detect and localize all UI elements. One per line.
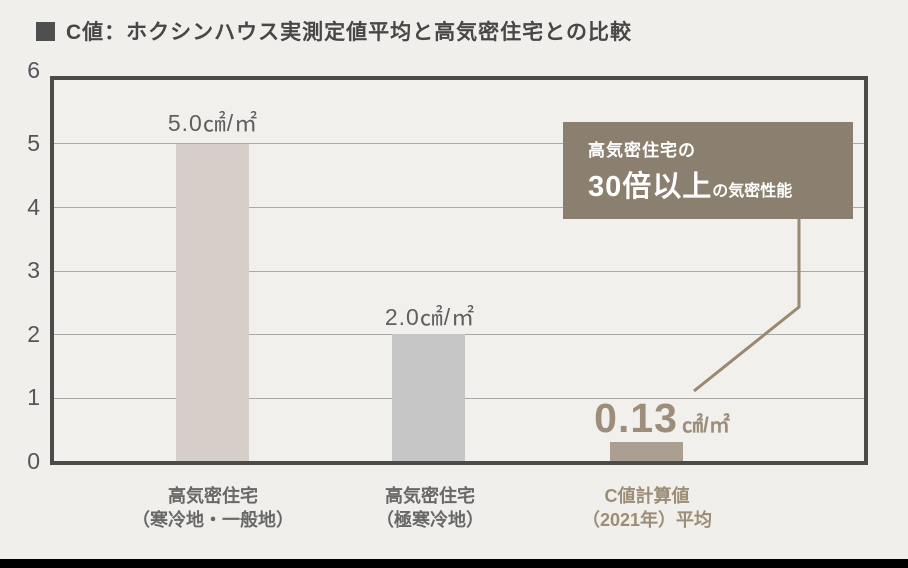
title-square-icon xyxy=(36,21,55,41)
x-axis-label-line2: （寒冷地・一般地） xyxy=(132,510,294,530)
bar-value-number: 0.13 xyxy=(594,395,678,441)
x-axis-label-line1: 高気密住宅 xyxy=(168,486,258,506)
gridline xyxy=(54,271,864,272)
page-title: C値：ホクシンハウス実測定値平均と高気密住宅との比較 xyxy=(36,16,632,46)
callout-suffix-text: の気密性能 xyxy=(712,183,793,200)
callout-highlight-text: 30倍以上 xyxy=(588,171,713,203)
callout-box: 高気密住宅の 30倍以上の気密性能 xyxy=(563,122,853,219)
x-axis-label-line1: 高気密住宅 xyxy=(385,486,475,506)
y-tick-label: 4 xyxy=(27,194,40,220)
gridline xyxy=(54,143,864,144)
chart-bar xyxy=(176,143,249,461)
x-axis-label-line2: （極寒冷地） xyxy=(376,510,484,530)
y-tick-label: 6 xyxy=(27,57,40,83)
x-axis-label: C値計算値 （2021年）平均 xyxy=(537,484,757,532)
y-tick-label: 0 xyxy=(27,448,40,474)
gridline xyxy=(54,207,864,208)
callout-line2: 30倍以上の気密性能 xyxy=(588,163,853,205)
x-axis-label-line1: C値計算値 xyxy=(604,486,690,506)
bar-value-unit: ㎠/㎡ xyxy=(681,414,730,437)
chart-bar xyxy=(392,334,465,461)
y-tick-label: 5 xyxy=(27,130,40,156)
x-axis-label-line2: （2021年）平均 xyxy=(581,510,713,530)
y-tick-label: 3 xyxy=(27,257,40,283)
bottom-black-bar xyxy=(0,559,908,568)
page-title-text: C値：ホクシンハウス実測定値平均と高気密住宅との比較 xyxy=(66,21,632,44)
bar-value-label: 2.0㎠/㎡ xyxy=(384,304,476,330)
bar-value-label-highlight: 0.13 ㎠/㎡ xyxy=(553,396,771,450)
x-axis-label: 高気密住宅 （極寒冷地） xyxy=(320,484,540,532)
chart-bar xyxy=(610,442,683,461)
callout-line1: 高気密住宅の xyxy=(588,141,696,160)
y-tick-label: 2 xyxy=(27,321,40,347)
y-tick-label: 1 xyxy=(27,384,40,410)
bar-value-label: 5.0㎠/㎡ xyxy=(167,110,259,136)
x-axis-label: 高気密住宅 （寒冷地・一般地） xyxy=(103,484,323,532)
